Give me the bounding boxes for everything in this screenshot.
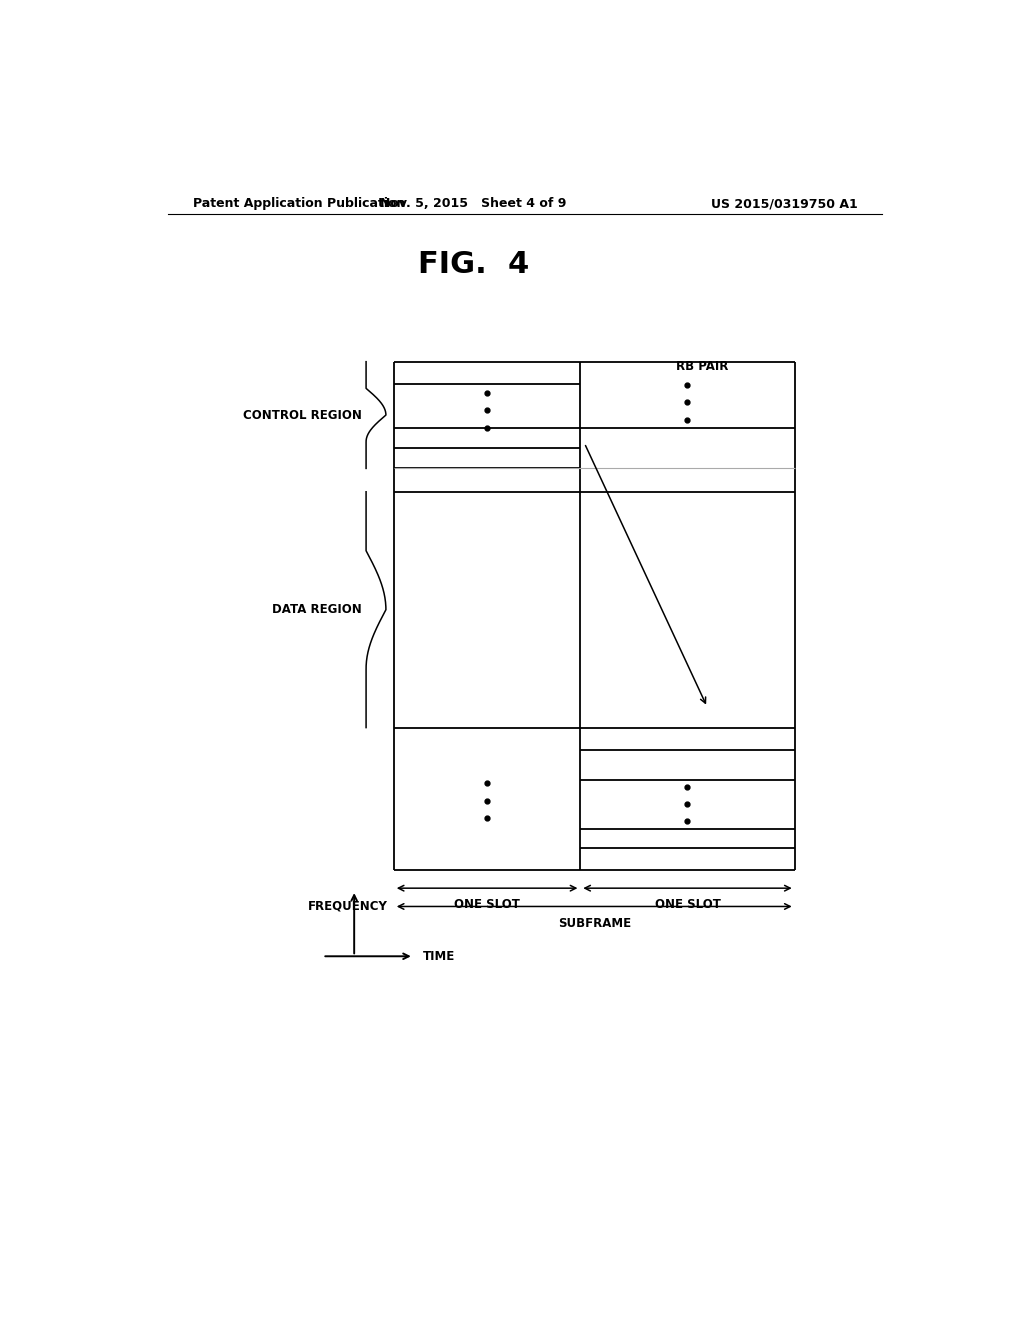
Text: TIME: TIME [423, 950, 456, 962]
Text: Patent Application Publication: Patent Application Publication [194, 197, 406, 210]
Text: ONE SLOT: ONE SLOT [654, 899, 721, 911]
Text: SUBFRAME: SUBFRAME [558, 916, 631, 929]
Text: ONE SLOT: ONE SLOT [455, 899, 520, 911]
Text: DATA REGION: DATA REGION [272, 603, 362, 616]
Text: RB PAIR: RB PAIR [676, 360, 728, 374]
Text: Nov. 5, 2015   Sheet 4 of 9: Nov. 5, 2015 Sheet 4 of 9 [380, 197, 566, 210]
Text: FIG.  4: FIG. 4 [418, 249, 528, 279]
Text: FREQUENCY: FREQUENCY [307, 900, 387, 913]
Text: CONTROL REGION: CONTROL REGION [244, 409, 362, 421]
Text: US 2015/0319750 A1: US 2015/0319750 A1 [712, 197, 858, 210]
